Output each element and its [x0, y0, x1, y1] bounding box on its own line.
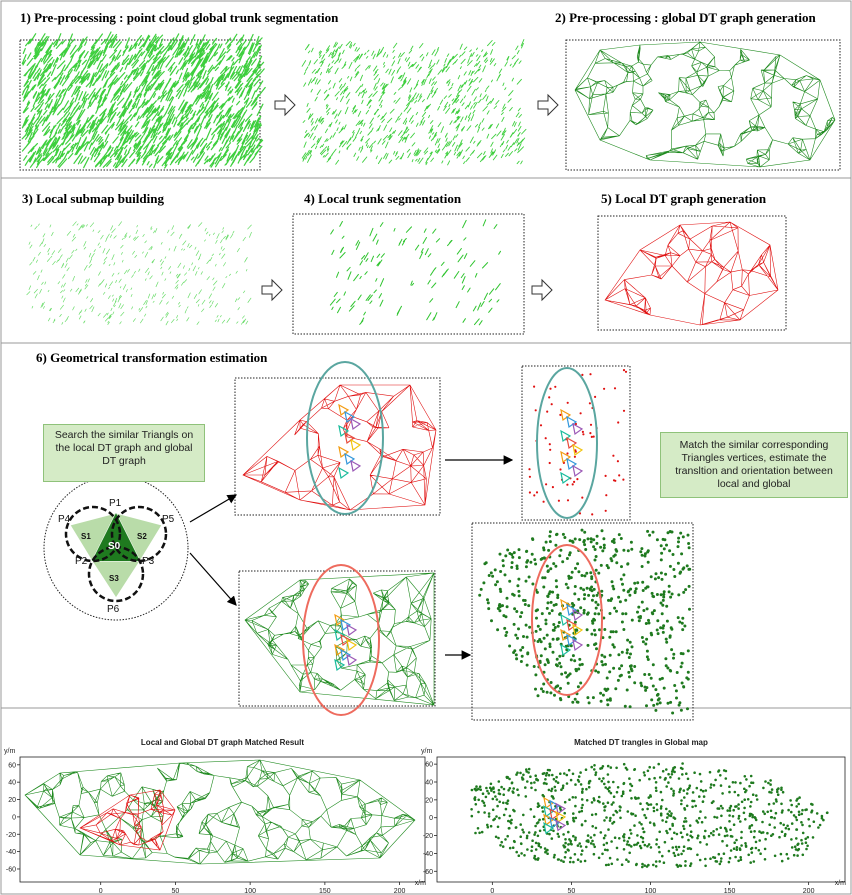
y-tick-label: -40	[423, 851, 433, 858]
mesh	[25, 760, 415, 864]
plots: Local and Global DT graph Matched Result…	[4, 738, 846, 895]
x-tick-label: 0	[99, 888, 103, 895]
heading: 3) Local submap building	[22, 191, 164, 206]
y-tick-label: -40	[6, 849, 16, 856]
heading: 2) Pre-processing : global DT graph gene…	[555, 10, 816, 25]
y-tick-label: -20	[6, 832, 16, 839]
x-axis-label: x/m	[415, 880, 426, 887]
arrow	[262, 280, 282, 300]
points	[472, 764, 828, 868]
y-tick-label: 60	[8, 762, 16, 769]
y-tick-label: -60	[423, 869, 433, 876]
y-axis-label: y/m	[421, 748, 432, 755]
y-tick-label: 20	[425, 797, 433, 804]
plot-title: Local and Global DT graph Matched Result	[141, 738, 304, 747]
x-tick-label: 100	[244, 888, 256, 895]
triangle-label: S0	[108, 541, 121, 552]
triangle-label: S1	[81, 532, 91, 541]
y-tick-label: -20	[423, 833, 433, 840]
x-tick-label: 50	[568, 888, 576, 895]
point-label: P4	[58, 514, 71, 525]
matched-triangle	[561, 630, 570, 640]
x-tick-label: 0	[490, 888, 494, 895]
x-tick-label: 50	[172, 888, 180, 895]
y-tick-label: 60	[425, 762, 433, 769]
mesh	[605, 222, 778, 325]
arrow	[190, 495, 236, 522]
y-tick-label: 20	[8, 797, 16, 804]
point-cloud	[330, 220, 500, 325]
point-label: P1	[109, 498, 122, 509]
panel-box	[293, 214, 524, 334]
figure: 1) Pre-processing : point cloud global t…	[0, 0, 852, 895]
point-cloud	[302, 40, 526, 165]
x-tick-label: 150	[319, 888, 331, 895]
arrow	[190, 553, 236, 605]
arrow	[275, 95, 295, 115]
y-axis-label: y/m	[4, 748, 15, 755]
matched-triangle	[351, 440, 360, 450]
matched-triangle	[351, 461, 360, 471]
point-label: P6	[107, 604, 120, 615]
plot: Local and Global DT graph Matched Result…	[4, 738, 426, 895]
matched-triangle	[351, 419, 360, 429]
arrow	[532, 280, 552, 300]
heading: 4) Local trunk segmentation	[304, 191, 462, 206]
point-label: P5	[162, 514, 175, 525]
x-tick-label: 200	[803, 888, 815, 895]
triangle-diagram: P1 P2 P3 P4 P5 P6 S0 S1 S2 S3	[58, 498, 175, 615]
note: Match the similar corresponding Triangle…	[660, 432, 848, 498]
ellipse	[537, 368, 597, 518]
matched-triangle	[573, 424, 582, 434]
triangle-label: S3	[109, 574, 119, 583]
mesh	[245, 573, 434, 705]
x-axis-label: x/m	[835, 880, 846, 887]
drawings	[22, 32, 835, 713]
arrow	[538, 95, 558, 115]
plot-title: Matched DT trangles in Global map	[574, 738, 708, 747]
y-tick-label: -60	[6, 866, 16, 873]
point-cloud	[22, 32, 265, 168]
x-tick-label: 150	[724, 888, 736, 895]
panel-box	[235, 378, 440, 515]
y-tick-label: 0	[429, 815, 433, 822]
matched-triangle	[573, 466, 582, 476]
y-tick-label: 40	[8, 780, 16, 787]
arrows	[190, 460, 512, 655]
x-tick-label: 200	[394, 888, 406, 895]
point-label: P2	[75, 556, 88, 567]
x-tick-label: 100	[645, 888, 657, 895]
matched-triangle	[339, 468, 348, 478]
y-tick-label: 0	[12, 814, 16, 821]
y-tick-label: 40	[425, 780, 433, 787]
triangle-label: S2	[137, 532, 147, 541]
matched-triangle	[335, 630, 344, 640]
matched-triangle	[561, 615, 570, 625]
point-label: P3	[142, 556, 155, 567]
heading: 6) Geometrical transformation estimation	[36, 350, 268, 365]
plot: Matched DT trangles in Global map 0 50 100 1…	[421, 738, 846, 895]
matched-triangle	[561, 473, 570, 483]
ellipse	[303, 565, 379, 715]
heading: 1) Pre-processing : point cloud global t…	[20, 10, 339, 25]
matched-triangle	[573, 445, 582, 455]
point-cloud	[27, 222, 252, 325]
mesh	[575, 42, 835, 167]
plot-frame	[437, 757, 845, 882]
note: Search the similar Triangls on the local…	[43, 424, 205, 482]
heading: 5) Local DT graph generation	[601, 191, 767, 206]
